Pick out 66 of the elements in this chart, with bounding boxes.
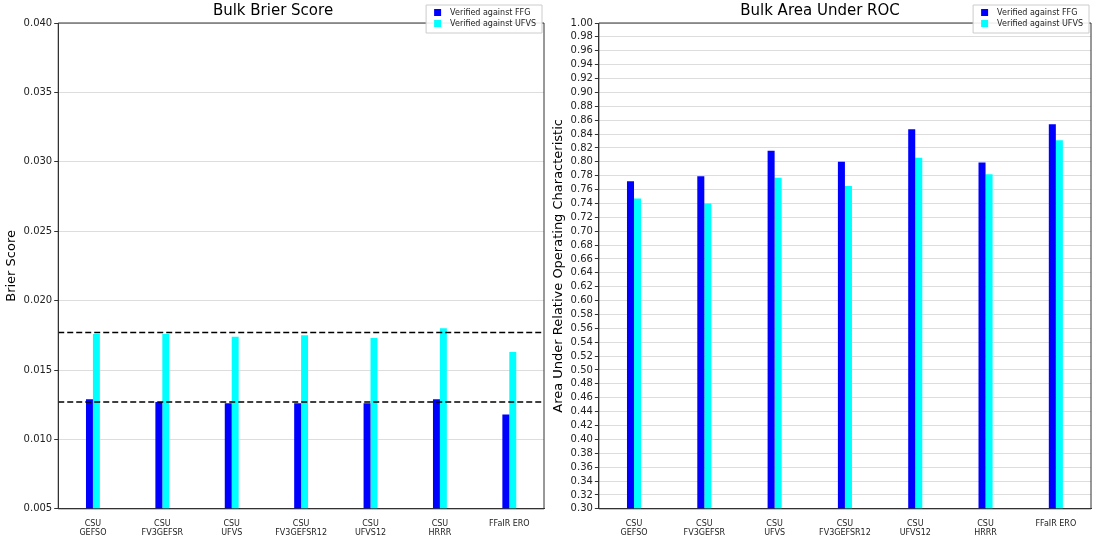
y-tick-label: 0.46 bbox=[570, 391, 593, 403]
y-tick-label: 0.88 bbox=[570, 99, 593, 111]
y-tick-label: 0.86 bbox=[570, 113, 593, 125]
y-tick-label: 0.80 bbox=[570, 155, 593, 167]
x-tick-label: CSU GEFSO bbox=[79, 518, 107, 538]
x-tick-label: CSU GEFSO bbox=[620, 518, 648, 538]
y-tick-label: 0.92 bbox=[570, 72, 593, 84]
x-tick-label: FFaIR ERO bbox=[1035, 518, 1077, 528]
y-tick-label: 0.44 bbox=[570, 405, 593, 417]
y-tick-label: 0.70 bbox=[570, 224, 593, 236]
legend-label: Verified against UFVS bbox=[997, 19, 1084, 29]
y-tick-label: 0.78 bbox=[570, 169, 593, 181]
y-tick-label: 0.76 bbox=[570, 183, 593, 195]
chart-title: Bulk Brier Score bbox=[212, 0, 334, 19]
y-tick-label: 0.010 bbox=[23, 432, 53, 444]
y-tick-label: 0.040 bbox=[23, 16, 53, 28]
y-tick-label: 0.020 bbox=[23, 294, 53, 306]
y-tick-label: 0.52 bbox=[570, 349, 593, 361]
y-tick-label: 0.030 bbox=[23, 155, 53, 167]
y-tick-label: 0.98 bbox=[570, 30, 593, 42]
y-tick-label: 0.56 bbox=[570, 321, 593, 333]
y-tick-label: 0.025 bbox=[23, 224, 53, 236]
y-tick-label: 0.42 bbox=[570, 419, 593, 431]
y-tick-label: 0.58 bbox=[570, 308, 593, 320]
y-tick-label: 0.54 bbox=[570, 335, 593, 347]
x-tick-label: CSU UFVS bbox=[764, 518, 786, 538]
y-tick-label: 0.60 bbox=[570, 294, 593, 306]
y-axis-title: Brier Score bbox=[3, 230, 19, 302]
chart-title: Bulk Area Under ROC bbox=[740, 0, 900, 19]
y-tick-label: 0.90 bbox=[570, 85, 593, 97]
legend-label: Verified against FFG bbox=[997, 8, 1078, 18]
x-tick-label: CSU FV3GEFSR12 bbox=[819, 518, 871, 538]
y-tick-label: 0.72 bbox=[570, 210, 593, 222]
x-tick-label: CSU HRRR bbox=[428, 518, 452, 538]
y-tick-label: 0.005 bbox=[23, 502, 53, 514]
y-tick-label: 0.32 bbox=[570, 488, 593, 500]
y-tick-label: 0.36 bbox=[570, 460, 593, 472]
y-tick-label: 0.34 bbox=[570, 474, 593, 486]
x-tick-label: CSU FV3GEFSR bbox=[683, 518, 726, 538]
y-axis-title: Area Under Relative Operating Characteristic bbox=[550, 119, 566, 413]
x-tick-label: CSU UFVS12 bbox=[899, 518, 931, 538]
x-tick-label: CSU UFVS bbox=[221, 518, 243, 538]
x-tick-label: CSU FV3GEFSR12 bbox=[275, 518, 327, 538]
x-tick-label: CSU HRRR bbox=[974, 518, 998, 538]
y-tick-label: 0.40 bbox=[570, 432, 593, 444]
x-tick-label: CSU UFVS12 bbox=[354, 518, 387, 538]
y-tick-label: 0.015 bbox=[23, 363, 53, 375]
y-tick-label: 0.38 bbox=[570, 446, 593, 458]
legend-label: Verified against FFG bbox=[450, 8, 531, 18]
y-tick-label: 0.64 bbox=[570, 266, 593, 278]
y-tick-label: 0.96 bbox=[570, 44, 593, 56]
y-tick-label: 0.30 bbox=[570, 502, 593, 514]
y-tick-label: 0.66 bbox=[570, 252, 593, 264]
y-tick-label: 0.50 bbox=[570, 363, 593, 375]
y-tick-label: 0.74 bbox=[570, 197, 593, 209]
x-tick-label: CSU FV3GEFSR bbox=[141, 518, 184, 538]
y-tick-label: 0.94 bbox=[570, 58, 593, 70]
legend-label: Verified against UFVS bbox=[450, 19, 537, 29]
y-tick-label: 0.48 bbox=[570, 377, 593, 389]
y-tick-label: 0.82 bbox=[570, 141, 593, 153]
y-tick-label: 0.68 bbox=[570, 238, 593, 250]
y-tick-label: 0.62 bbox=[570, 280, 593, 292]
x-tick-label: FFaIR ERO bbox=[488, 518, 530, 528]
y-tick-label: 0.84 bbox=[570, 127, 593, 139]
y-tick-label: 0.035 bbox=[23, 85, 53, 97]
y-tick-label: 1.00 bbox=[570, 16, 593, 28]
